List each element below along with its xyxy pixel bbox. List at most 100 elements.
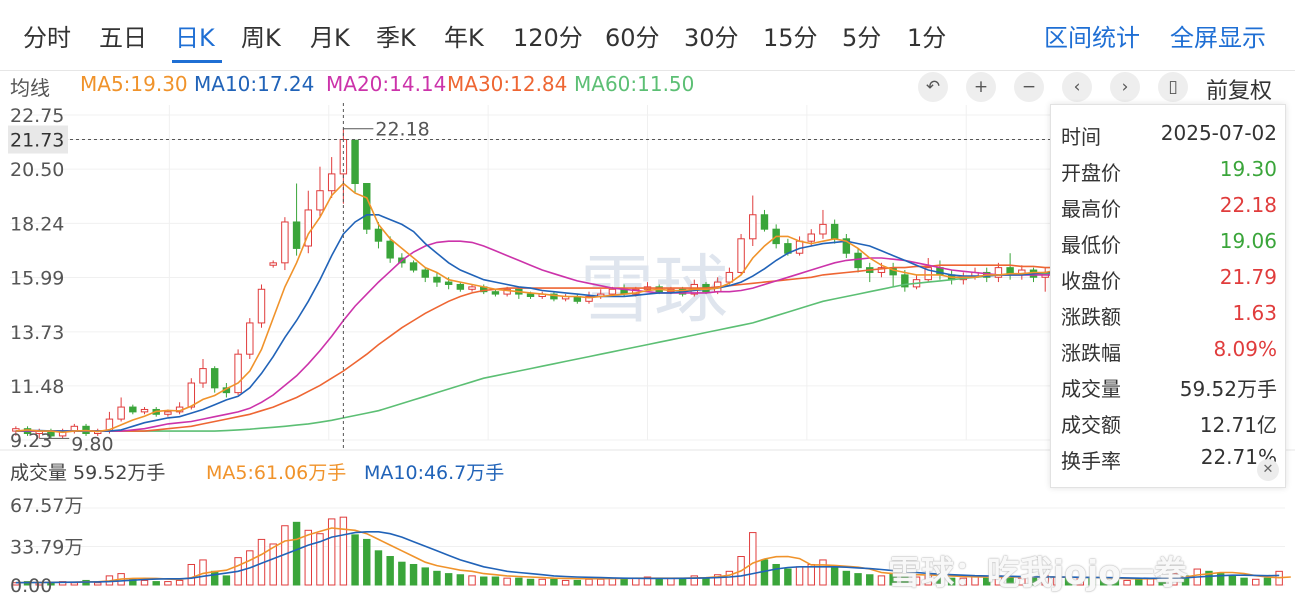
volume-bar	[772, 563, 780, 586]
volume-bar	[901, 575, 909, 586]
tab-1min[interactable]: 1分	[907, 24, 947, 52]
volume-bar	[316, 533, 324, 586]
candle	[257, 284, 266, 328]
volume-bar	[187, 563, 196, 586]
volume-bar	[1240, 577, 1248, 586]
fullscreen-button[interactable]: 全屏显示	[1170, 24, 1266, 52]
tab-daily-k[interactable]: 日K	[175, 24, 215, 52]
volume-label: 成交量 59.52万手	[10, 462, 166, 484]
plus-icon[interactable]: +	[966, 72, 996, 102]
candle-series	[12, 128, 1283, 439]
tab-5min[interactable]: 5分	[842, 24, 882, 52]
tab-yearly-k[interactable]: 年K	[444, 24, 484, 52]
candle-body	[854, 252, 862, 269]
candle	[269, 260, 277, 268]
candle	[304, 190, 312, 254]
info-value: 1.63	[1232, 301, 1277, 325]
price-tick-label: 15.99	[10, 268, 64, 290]
volume-bar	[456, 574, 465, 586]
tab-quarterly-k[interactable]: 季K	[376, 24, 416, 52]
volume-bar	[210, 570, 219, 586]
candle-body	[374, 228, 383, 242]
candle-body	[140, 408, 149, 413]
tab-five-day[interactable]: 五日	[99, 24, 147, 52]
info-row-turnover-amount: 成交额 12.71亿	[1061, 405, 1277, 441]
candle	[140, 407, 149, 415]
info-key: 涨跌幅	[1061, 341, 1121, 365]
interval-stats-button[interactable]: 区间统计	[1044, 24, 1140, 52]
footer-watermark: 雪球：吃我jojo一拳	[888, 553, 1187, 592]
volume-bar	[1205, 570, 1213, 586]
price-tick-label: 11.48	[10, 376, 64, 398]
info-key: 成交量	[1061, 377, 1121, 401]
candle-body	[585, 295, 593, 302]
info-value: 21.79	[1219, 265, 1277, 289]
candlestick-icon[interactable]: ▯	[1158, 72, 1188, 102]
info-value: 8.09%	[1213, 337, 1277, 361]
ma20-legend: MA20:14.14	[326, 72, 447, 96]
candle-body	[199, 368, 207, 384]
chevron-right-icon[interactable]: ›	[1110, 72, 1140, 102]
candle-body	[164, 411, 172, 415]
volume-bar	[327, 518, 336, 586]
volume-bar	[70, 582, 79, 586]
candle	[819, 209, 827, 239]
minus-icon[interactable]: −	[1014, 72, 1044, 102]
volume-bar	[526, 578, 535, 586]
tab-weekly-k[interactable]: 周K	[241, 24, 281, 52]
volume-bar	[713, 574, 722, 586]
candle-body	[234, 353, 242, 394]
candle	[210, 366, 219, 393]
volume-bar	[94, 582, 102, 586]
volume-bar	[351, 534, 359, 586]
candle	[468, 284, 476, 292]
volume-bar	[269, 543, 277, 586]
ma-legend-row: 均线 MA5:19.30 MA10:17.24 MA20:14.14 MA30:…	[0, 70, 1295, 100]
volume-bar	[725, 570, 734, 586]
volume-bar	[585, 578, 593, 586]
candle-body	[210, 368, 219, 389]
tab-60min[interactable]: 60分	[605, 24, 660, 52]
volume-tick-label: 33.79万	[10, 536, 83, 558]
candle-body	[830, 223, 839, 240]
forward-adjust-dropdown[interactable]: 前复权	[1206, 79, 1273, 104]
volume-bar	[222, 575, 231, 586]
volume-bar	[1252, 578, 1260, 586]
candle	[901, 270, 909, 292]
candle	[795, 236, 804, 256]
tab-monthly-k[interactable]: 月K	[310, 24, 350, 52]
crosshair-price-label: 21.73	[10, 130, 64, 152]
price-axis-labels: 22.75 20.50 18.24 15.99 13.73 11.48 9.23	[10, 105, 64, 452]
tab-15min[interactable]: 15分	[763, 24, 818, 52]
candle-body	[877, 267, 886, 273]
candle-body	[327, 173, 336, 192]
candle	[409, 260, 418, 273]
tab-120min[interactable]: 120分	[513, 24, 583, 52]
volume-bar	[515, 577, 523, 586]
candle	[117, 397, 125, 422]
info-row-change: 涨跌额 1.63	[1061, 297, 1277, 333]
candle	[199, 358, 207, 388]
undo-icon[interactable]: ↶	[918, 72, 948, 102]
candle-body	[608, 288, 617, 295]
volume-bar	[620, 578, 628, 586]
candle-body	[819, 223, 827, 235]
volume-bar	[866, 574, 874, 586]
chevron-left-icon[interactable]: ‹	[1062, 72, 1092, 102]
volume-bar	[129, 578, 137, 586]
tab-30min[interactable]: 30分	[684, 24, 739, 52]
volume-bar	[1181, 575, 1190, 586]
close-icon[interactable]: ✕	[1257, 459, 1279, 481]
tab-intraday[interactable]: 分时	[23, 24, 71, 52]
volume-bar	[632, 577, 640, 586]
candle	[234, 349, 242, 396]
volume-bar	[1123, 579, 1131, 586]
candle-body	[456, 283, 465, 290]
ma-section-label: 均线	[10, 76, 50, 100]
high-marker-label: 22.18	[375, 119, 429, 141]
price-tick-label: 13.73	[10, 322, 64, 344]
volume-bar	[854, 573, 862, 586]
candle-body	[363, 183, 371, 230]
period-tab-bar: 分时 五日 日K 周K 月K 季K 年K 120分 60分 30分 15分 5分…	[0, 0, 1295, 71]
